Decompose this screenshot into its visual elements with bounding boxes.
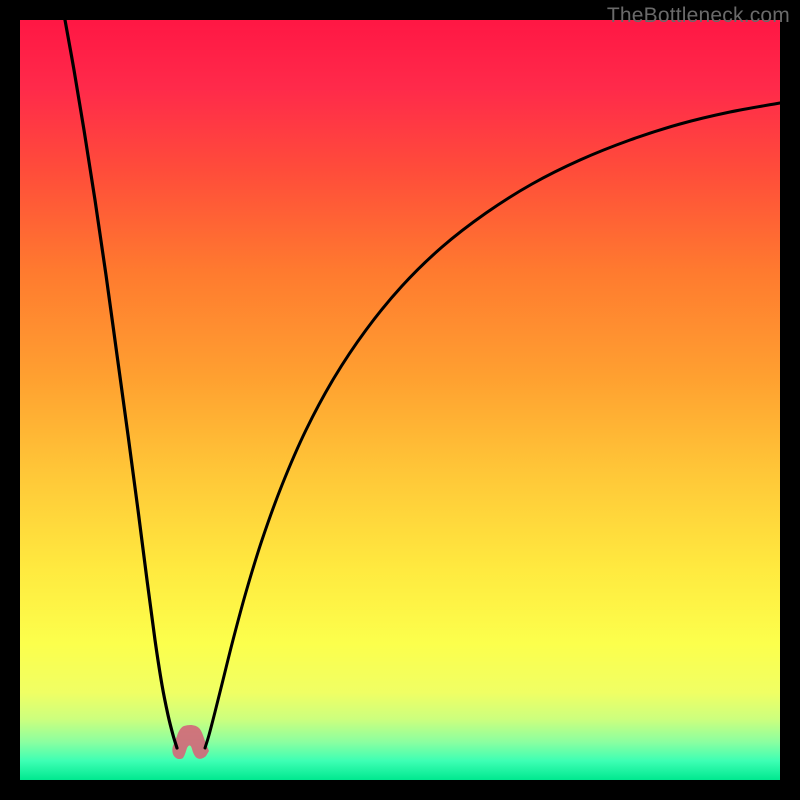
chart-container: TheBottleneck.com [0, 0, 800, 800]
watermark-text: TheBottleneck.com [607, 4, 790, 28]
bottleneck-chart [0, 0, 800, 800]
chart-background [20, 20, 780, 780]
